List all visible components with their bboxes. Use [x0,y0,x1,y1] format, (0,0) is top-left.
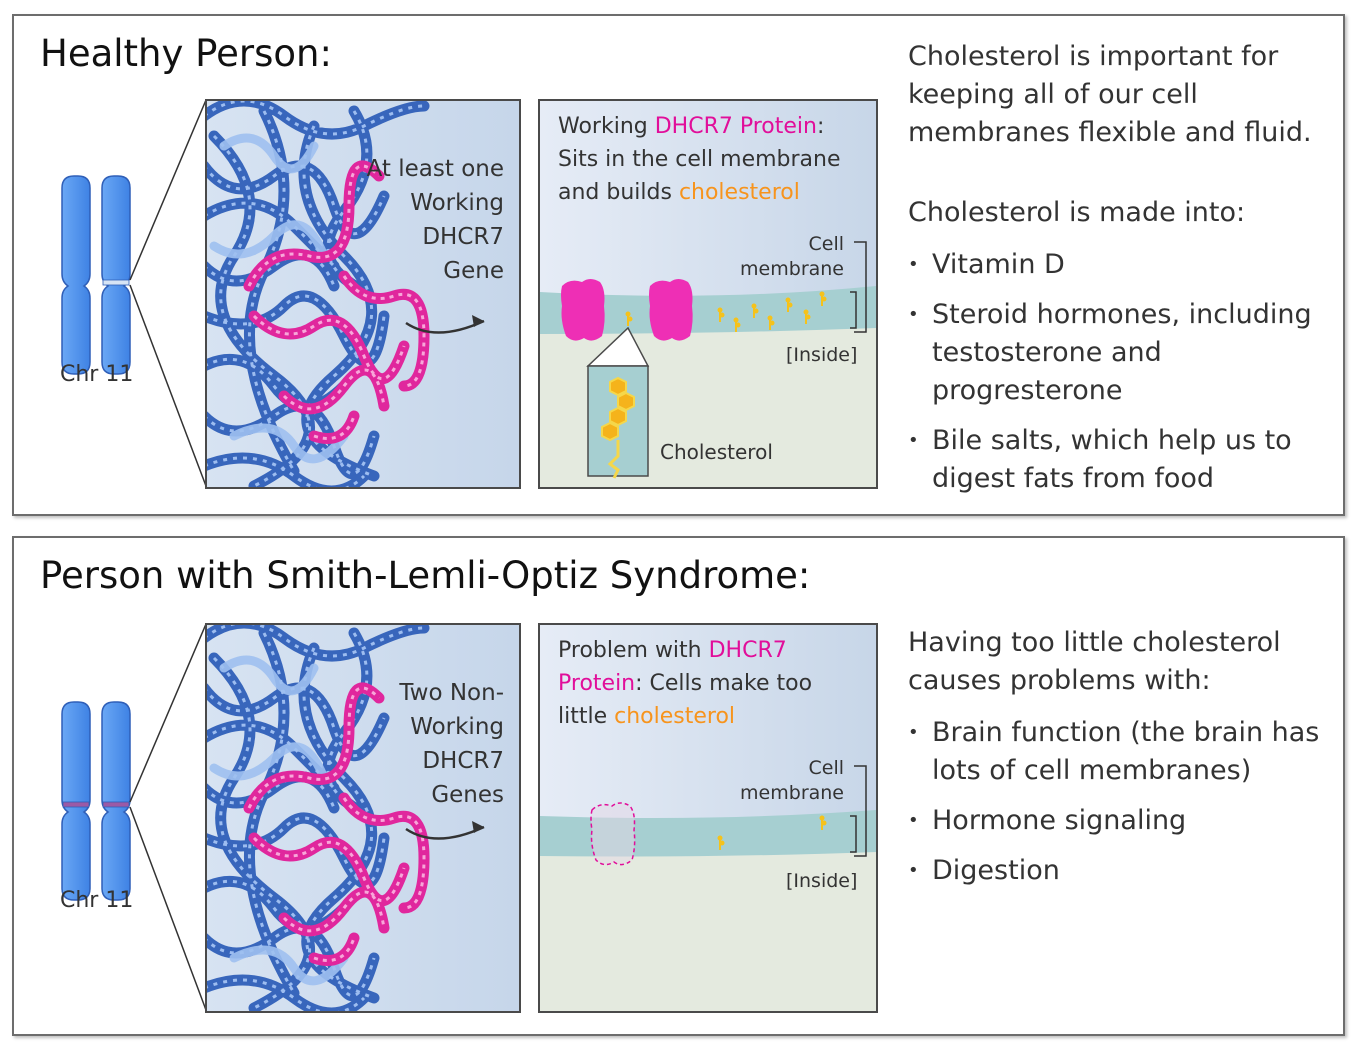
list-item: Digestion [908,852,1328,890]
panel-title: Person with Smith-Lemli-Optiz Syndrome: [40,554,811,597]
cell-membrane-label: Cell membrane [740,233,844,280]
problems-list: Brain function (the brain has lots of ce… [908,714,1328,902]
chromosome-pair [61,701,131,901]
chromosome-pair [61,175,131,375]
zoom-line-top [129,623,207,803]
chromosome-label: Chr 11 [60,888,134,913]
protein-box [538,99,878,489]
list-item: Brain function (the brain has lots of ce… [908,714,1328,790]
chromosome-right [101,175,131,375]
cholesterol-word: cholesterol [614,704,736,729]
gene-caption-line: DHCR7 [422,748,504,774]
gene-caption: At least one Working DHCR7 Gene [314,152,504,288]
zoom-line-bottom [129,284,207,487]
gene-caption-line: Two Non- [399,680,504,706]
healthy-panel: Healthy Person: [12,14,1345,516]
problem-text: Having too little cholesterol causes pro… [908,627,1281,696]
list-item: Vitamin D [908,246,1328,284]
list-item: Bile salts, which help us to digest fats… [908,422,1328,498]
dhcr7-protein [561,279,605,341]
protein-name: DHCR7 Protein [654,114,817,139]
inside-label: [Inside] [786,344,858,366]
list-item: Steroid hormones, including testosterone… [908,296,1328,410]
gene-band [102,279,130,286]
protein-box [538,623,878,1013]
gene-caption-line: Working [410,190,504,216]
chromosome-left [61,175,91,375]
cholesterol-label: Cholesterol [660,440,773,464]
gene-caption-line: DHCR7 [422,224,504,250]
slo-panel: Person with Smith-Lemli-Optiz Syndrome: [12,536,1345,1036]
chromosome-left [61,701,91,901]
made-into-heading: Cholesterol is made into: [908,197,1246,228]
chromosome-label: Chr 11 [60,362,134,387]
chromosome-right [101,701,131,901]
mutant-gene-band [102,801,130,808]
cell-membrane-label: Cell membrane [740,757,844,804]
cholesterol-word: cholesterol [678,180,800,205]
panel-title: Healthy Person: [40,32,332,75]
missing-protein-outline [590,802,636,866]
mutant-gene-band [62,801,90,808]
gene-caption-line: Working [410,714,504,740]
uses-list: Vitamin D Steroid hormones, including te… [908,246,1328,510]
dna-box [205,623,521,1013]
protein-caption: Working DHCR7 Protein: Sits in the cell … [558,114,841,205]
list-item: Hormone signaling [908,802,1328,840]
zoom-line-bottom [129,806,207,1011]
zoom-line-top [129,99,207,281]
inside-label: [Inside] [786,870,858,892]
gene-caption-line: Gene [443,258,504,284]
protein-name: Protein [558,671,636,696]
dna-box [205,99,521,489]
dna-strands [207,625,430,1011]
gene-caption: Two Non- Working DHCR7 Genes [314,676,504,812]
gene-caption-line: Genes [431,782,504,808]
dhcr7-protein [649,279,693,341]
healthy-diagram [61,99,878,489]
cholesterol-molecule [601,376,635,442]
gene-caption-line: At least one [366,156,504,182]
protein-caption: Problem with DHCR7 Protein: Cells make t… [558,638,813,729]
slo-diagram [61,623,878,1013]
cell-membrane [540,286,876,334]
protein-name: DHCR7 [708,638,787,663]
dna-strands [207,101,430,487]
importance-text: Cholesterol is important for keeping all… [908,41,1312,148]
